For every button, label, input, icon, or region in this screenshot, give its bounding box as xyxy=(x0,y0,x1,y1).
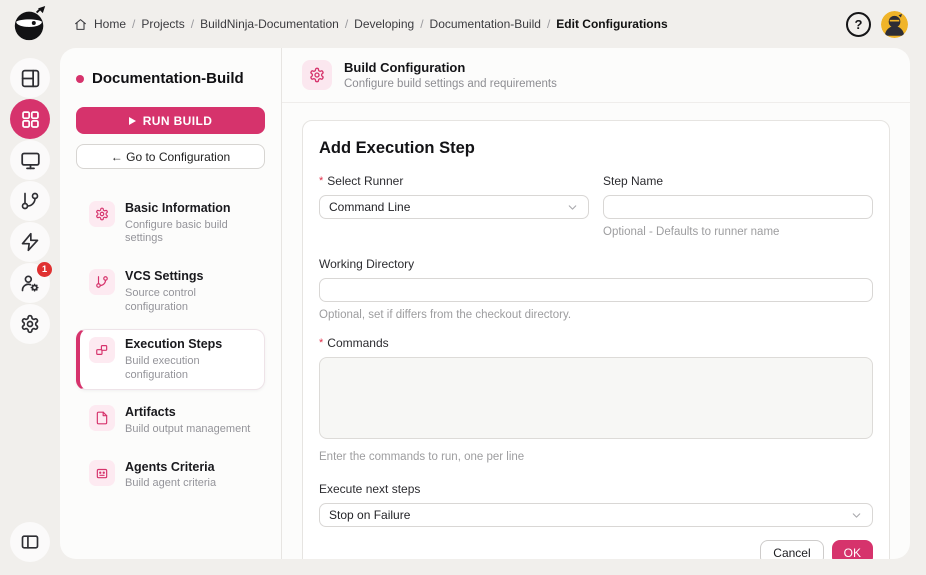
breadcrumb-developing[interactable]: Developing xyxy=(354,17,415,31)
main-panel: Build Configuration Configure build sett… xyxy=(282,48,910,559)
select-runner-value: Command Line xyxy=(329,200,411,214)
nav-item-title: Execution Steps xyxy=(125,337,223,352)
breadcrumb-separator: / xyxy=(190,17,195,31)
grid-icon xyxy=(20,109,41,130)
step-name-input[interactable] xyxy=(603,195,873,219)
sidebar-toggle-button[interactable] xyxy=(10,522,50,562)
step-name-helper: Optional - Defaults to runner name xyxy=(603,226,780,238)
execute-next-steps-label: Execute next steps xyxy=(319,482,421,496)
go-to-configuration-button[interactable]: ← Go to Configuration xyxy=(76,144,265,169)
breadcrumb-separator: / xyxy=(546,17,551,31)
monitor-icon xyxy=(20,150,41,171)
content-shell: Documentation-Build RUN BUILD ← Go to Co… xyxy=(60,48,910,559)
nav-item-subtitle: Build output management xyxy=(125,423,251,435)
build-config-gear-icon xyxy=(302,60,332,90)
breadcrumb-projects[interactable]: Projects xyxy=(141,17,185,31)
icon-rail: 1 xyxy=(0,48,60,575)
rail-item-vcs[interactable] xyxy=(10,181,50,221)
breadcrumb-separator: / xyxy=(132,17,136,31)
user-settings-icon xyxy=(20,273,40,293)
git-branch-icon xyxy=(89,269,115,296)
nav-item-title: Agents Criteria xyxy=(125,459,215,474)
ok-button[interactable]: OK xyxy=(831,540,873,559)
app-logo-ninja-icon[interactable] xyxy=(10,4,50,44)
nav-item-subtitle: Source control configuration xyxy=(125,286,196,313)
nav-item-basic-information[interactable]: Basic Information Configure basic build … xyxy=(76,193,265,254)
add-execution-step-card: Add Execution Step * Select Runner Comma… xyxy=(302,120,890,559)
step-name-label: Step Name xyxy=(603,174,664,188)
home-icon xyxy=(74,18,87,31)
breadcrumb-separator: / xyxy=(344,17,349,31)
nav-item-vcs-settings[interactable]: VCS Settings Source control configuratio… xyxy=(76,261,265,322)
working-directory-input[interactable] xyxy=(319,278,873,302)
nav-item-title: VCS Settings xyxy=(125,269,204,284)
breadcrumb-separator: / xyxy=(420,17,424,31)
form-title: Add Execution Step xyxy=(319,139,475,157)
breadcrumb-current: Edit Configurations xyxy=(556,17,668,31)
lightning-icon xyxy=(20,232,40,252)
page-title: Build Configuration xyxy=(344,60,466,75)
nav-item-subtitle: Configure basic build settings xyxy=(125,218,228,245)
project-name: Documentation-Build xyxy=(92,70,244,87)
nav-item-agents-criteria[interactable]: Agents Criteria Build agent criteria xyxy=(76,452,265,499)
gear-icon xyxy=(89,201,115,227)
nav-item-subtitle: Build execution configuration xyxy=(125,354,200,381)
rail-item-projects[interactable] xyxy=(10,99,50,139)
user-avatar[interactable] xyxy=(881,10,908,38)
rail-item-activity[interactable] xyxy=(10,222,50,262)
play-icon xyxy=(128,116,136,125)
rail-item-layout[interactable] xyxy=(10,58,50,98)
breadcrumb-build[interactable]: Documentation-Build xyxy=(429,17,541,31)
git-branch-icon xyxy=(20,191,40,211)
select-runner-label: * Select Runner xyxy=(319,174,404,188)
rail-item-settings[interactable] xyxy=(10,304,50,344)
nav-item-title: Basic Information xyxy=(125,201,231,215)
notification-badge: 1 xyxy=(37,262,52,277)
chevron-down-icon xyxy=(566,201,579,214)
required-marker: * xyxy=(319,175,324,187)
nav-item-artifacts[interactable]: Artifacts Build output management xyxy=(76,397,265,444)
cancel-button[interactable]: Cancel xyxy=(760,540,824,559)
gear-icon xyxy=(20,314,40,334)
execute-next-steps-value: Stop on Failure xyxy=(329,508,411,522)
layout-panels-icon xyxy=(20,68,41,89)
run-build-label: RUN BUILD xyxy=(142,113,213,128)
config-nav: Basic Information Configure basic build … xyxy=(76,193,265,499)
build-sidebar: Documentation-Build RUN BUILD ← Go to Co… xyxy=(60,48,282,559)
top-bar: Home / Projects / BuildNinja-Documentati… xyxy=(0,0,926,48)
breadcrumb-home[interactable]: Home xyxy=(94,17,127,31)
breadcrumb: Home / Projects / BuildNinja-Documentati… xyxy=(74,17,668,31)
nav-item-subtitle: Build agent criteria xyxy=(125,477,217,490)
commands-label: * Commands xyxy=(319,336,389,350)
help-button[interactable]: ? xyxy=(846,11,871,37)
panel-left-icon xyxy=(20,532,40,552)
status-dot xyxy=(76,74,84,83)
breadcrumb-project[interactable]: BuildNinja-Documentation xyxy=(200,17,339,31)
project-title-row: Documentation-Build xyxy=(76,70,265,87)
main-body: Add Execution Step * Select Runner Comma… xyxy=(282,103,910,559)
file-icon xyxy=(89,405,115,432)
page-subtitle: Configure build settings and requirement… xyxy=(344,78,557,90)
chevron-down-icon xyxy=(850,509,863,522)
robot-icon xyxy=(89,459,115,486)
steps-blocks-icon xyxy=(89,337,115,364)
nav-item-execution-steps[interactable]: Execution Steps Build execution configur… xyxy=(76,329,265,391)
working-directory-label: Working Directory xyxy=(319,257,415,271)
working-directory-helper: Optional, set if differs from the checko… xyxy=(319,309,572,321)
required-marker: * xyxy=(319,337,324,349)
commands-textarea[interactable] xyxy=(319,357,873,439)
main-header: Build Configuration Configure build sett… xyxy=(282,48,910,103)
rail-item-agents-monitor[interactable] xyxy=(10,140,50,180)
rail-item-users[interactable]: 1 xyxy=(10,262,52,303)
nav-item-title: Artifacts xyxy=(125,405,176,420)
commands-helper: Enter the commands to run, one per line xyxy=(319,451,525,463)
run-build-button[interactable]: RUN BUILD xyxy=(76,107,265,134)
select-runner-dropdown[interactable]: Command Line xyxy=(319,195,589,219)
execute-next-steps-dropdown[interactable]: Stop on Failure xyxy=(319,503,873,527)
